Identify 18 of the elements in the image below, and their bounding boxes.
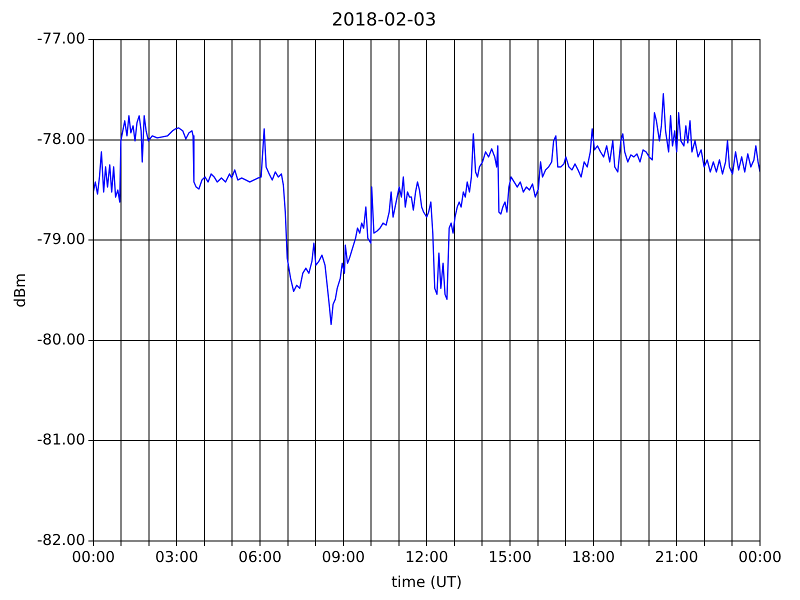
x-axis-title: time (UT) <box>391 572 462 591</box>
y-tick-label: -79.00 <box>36 230 86 248</box>
x-tick-label: 09:00 <box>322 548 365 566</box>
x-tick-label: 12:00 <box>405 548 448 566</box>
x-tick-label: 00:00 <box>72 548 115 566</box>
x-tick-label: 18:00 <box>572 548 615 566</box>
x-tick-label: 03:00 <box>155 548 198 566</box>
x-tick-label: 15:00 <box>488 548 532 566</box>
y-axis-title: dBm <box>10 273 29 308</box>
chart-title: 2018-02-03 <box>332 9 436 30</box>
x-tick-label: 21:00 <box>655 548 698 566</box>
y-tick-label: -77.00 <box>36 29 86 48</box>
x-tick-label: 06:00 <box>238 548 282 566</box>
y-tick-label: -78.00 <box>36 130 86 148</box>
y-tick-label: -80.00 <box>36 330 86 348</box>
x-tick-label: 00:00 <box>738 548 782 566</box>
y-tick-label: -81.00 <box>36 430 86 449</box>
y-tick-label: -82.00 <box>36 530 86 549</box>
